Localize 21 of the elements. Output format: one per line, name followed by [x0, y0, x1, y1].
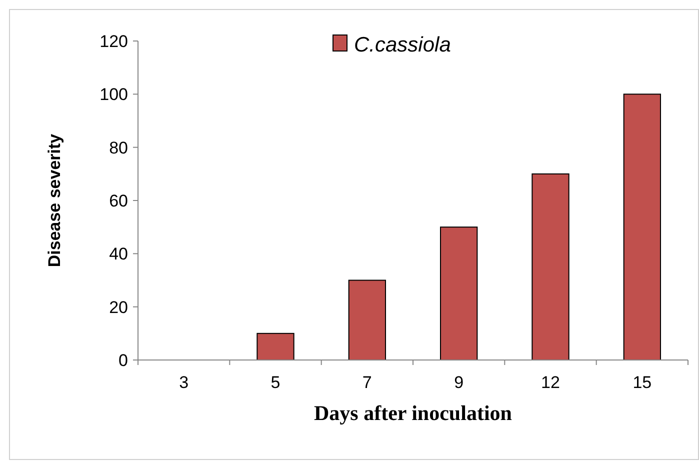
bar — [348, 280, 386, 360]
y-tick-label: 40 — [109, 244, 128, 264]
x-tick-label: 3 — [179, 373, 189, 392]
x-tick-label: 12 — [541, 373, 560, 392]
bar — [532, 173, 570, 360]
x-tick-label: 9 — [454, 373, 464, 392]
y-tick-label: 120 — [100, 32, 128, 51]
y-tick-label: 80 — [109, 138, 128, 158]
y-tick-label: 100 — [100, 85, 128, 104]
x-tick-label: 15 — [632, 373, 652, 392]
y-tick-label: 60 — [109, 191, 128, 210]
x-tick-label: 5 — [270, 373, 280, 392]
x-tick-label: 7 — [362, 373, 372, 392]
bar — [440, 226, 478, 360]
y-axis-title: Disease severity — [45, 133, 64, 268]
bar — [256, 332, 294, 360]
x-axis-title: Days after inoculation — [314, 401, 512, 425]
y-tick-label: 0 — [118, 350, 128, 370]
bar — [623, 94, 661, 360]
y-tick-label: 20 — [109, 298, 128, 317]
legend-label: C.cassiola — [354, 33, 451, 56]
